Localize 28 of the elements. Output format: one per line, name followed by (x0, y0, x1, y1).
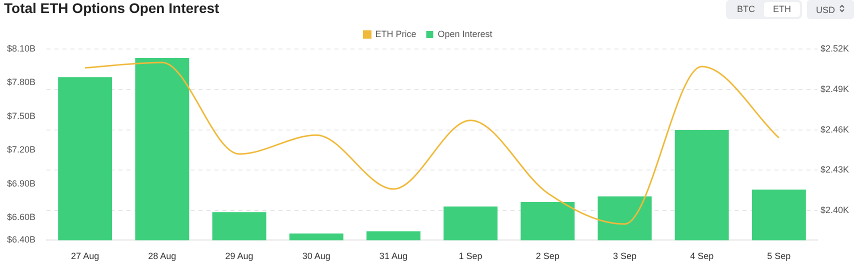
chart-title: Total ETH Options Open Interest (4, 0, 220, 16)
x-tick-label: 1 Sep (458, 251, 482, 262)
x-tick-label: 27 Aug (71, 251, 100, 262)
y-tick-label: $6.60B (6, 212, 36, 222)
x-tick-label: 5 Sep (767, 251, 791, 262)
y2-tick-label: $2.52K (820, 43, 850, 54)
y-tick-label: $6.90B (6, 178, 36, 188)
line-series (84, 62, 780, 225)
x-tick-label: 4 Sep (690, 251, 714, 262)
y-tick-label: $7.20B (6, 144, 36, 155)
x-tick-label: 3 Sep (612, 251, 637, 262)
x-tick-label: 31 Aug (379, 251, 408, 262)
x-tick-label: 29 Aug (225, 251, 254, 262)
y2-tick-label: $2.46K (820, 124, 850, 134)
unit-select: USD (806, 0, 854, 19)
x-tick-label: 2 Sep (536, 251, 560, 262)
y-tick-label: $8.10B (6, 43, 36, 54)
y2-tick-label: $2.49K (820, 84, 850, 94)
x-tick-label: 30 Aug (302, 251, 330, 262)
legend-label: Open Interest (438, 28, 493, 39)
y2-tick-label: $2.40K (820, 205, 850, 216)
y2-tick-label: $2.43K (820, 164, 850, 175)
legend-label: ETH Price (375, 28, 416, 39)
currency-toggle: BTC ETH (726, 0, 802, 19)
y-tick-label: $6.40B (6, 234, 36, 245)
y-tick-label: $7.50B (6, 110, 36, 121)
x-tick-label: 28 Aug (148, 251, 176, 262)
y-tick-label: $7.80B (6, 77, 36, 88)
